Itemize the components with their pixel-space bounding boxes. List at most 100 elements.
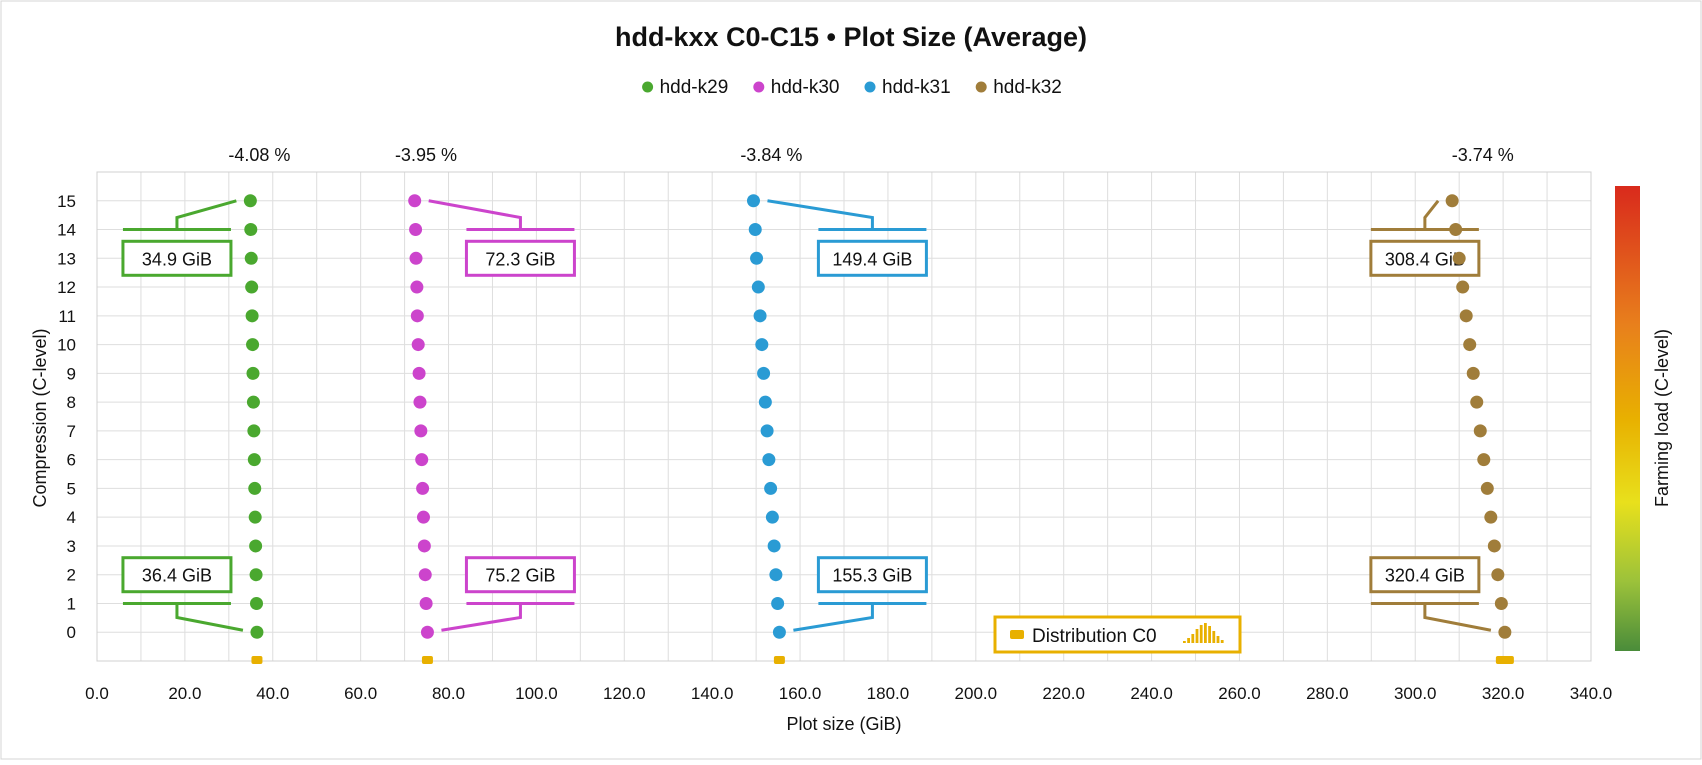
y-tick-label: 0 <box>67 623 76 642</box>
callout-connector <box>175 603 244 632</box>
x-tick-label: 320.0 <box>1482 684 1525 703</box>
histogram-bar <box>1208 626 1211 643</box>
callout-connector <box>1423 199 1440 230</box>
x-tick-label: 300.0 <box>1394 684 1437 703</box>
data-point <box>1480 481 1494 495</box>
percent-change-label: -3.84 % <box>740 145 802 165</box>
data-point <box>772 625 786 639</box>
x-tick-label: 160.0 <box>779 684 822 703</box>
data-point <box>1491 568 1505 582</box>
data-point <box>771 596 785 610</box>
data-point <box>414 424 428 438</box>
x-tick-label: 40.0 <box>256 684 289 703</box>
histogram-bar <box>1187 638 1190 643</box>
data-point <box>1498 625 1512 639</box>
x-tick-label: 280.0 <box>1306 684 1349 703</box>
data-point <box>416 481 430 495</box>
data-point <box>416 510 430 524</box>
data-point <box>244 223 258 237</box>
histogram-bar <box>1216 636 1220 643</box>
y-tick-label: 10 <box>57 336 76 355</box>
data-point <box>762 453 776 467</box>
legend-item-label: hdd-k29 <box>660 77 729 98</box>
data-point <box>244 251 258 265</box>
callout-label-bottom: 36.4 GiB <box>142 566 212 586</box>
callout-box <box>464 239 576 277</box>
callout-label-bottom: 320.4 GiB <box>1385 566 1465 586</box>
data-point <box>765 510 779 524</box>
histogram-bar <box>1220 640 1224 643</box>
y-tick-label: 8 <box>67 393 76 412</box>
y-tick-label: 5 <box>67 479 76 498</box>
data-point <box>245 309 259 323</box>
data-point <box>1459 309 1473 323</box>
data-point <box>246 338 260 352</box>
data-point <box>410 280 424 294</box>
data-point <box>247 424 261 438</box>
data-point <box>1466 366 1480 380</box>
data-point <box>769 568 783 582</box>
legend-marker <box>642 81 654 93</box>
distribution-marker <box>773 656 785 664</box>
percent-change-label: -3.74 % <box>1452 145 1514 165</box>
data-point <box>248 510 262 524</box>
data-point <box>767 539 781 553</box>
legend-item-label: hdd-k32 <box>993 77 1062 98</box>
x-tick-label: 20.0 <box>168 684 201 703</box>
data-point <box>412 366 426 380</box>
data-point <box>409 223 423 237</box>
legend-item-label: hdd-k30 <box>771 77 840 98</box>
data-point <box>1452 251 1466 265</box>
data-point <box>245 280 259 294</box>
data-point <box>757 366 771 380</box>
y-tick-label: 2 <box>67 566 76 585</box>
callout-label-top: 308.4 GiB <box>1385 249 1465 269</box>
x-tick-label: 0.0 <box>85 684 109 703</box>
histogram-bar <box>1191 634 1195 643</box>
data-point <box>1487 539 1501 553</box>
histogram-bar <box>1204 623 1207 643</box>
x-tick-label: 220.0 <box>1042 684 1085 703</box>
y-tick-label: 6 <box>67 451 76 470</box>
x-tick-label: 340.0 <box>1570 684 1613 703</box>
callout-box <box>816 556 928 594</box>
callout-box <box>121 239 233 277</box>
data-point <box>250 625 264 639</box>
y-tick-label: 7 <box>67 422 76 441</box>
x-tick-label: 120.0 <box>603 684 646 703</box>
data-point <box>419 596 433 610</box>
data-point <box>408 194 422 208</box>
data-point <box>248 481 262 495</box>
y-tick-label: 13 <box>57 249 76 268</box>
data-point <box>746 194 760 208</box>
callout-connector <box>767 199 874 230</box>
data-point <box>249 568 263 582</box>
callout-box <box>121 556 233 594</box>
callout-connector <box>175 199 237 230</box>
y-tick-label: 12 <box>57 278 76 297</box>
y-tick-label: 14 <box>57 221 76 240</box>
data-point <box>418 568 432 582</box>
data-point <box>1445 194 1459 208</box>
x-tick-label: 140.0 <box>691 684 734 703</box>
x-axis-label: Plot size (GiB) <box>786 714 901 734</box>
legend-marker <box>864 81 876 93</box>
y-tick-label: 9 <box>67 364 76 383</box>
callout-label-top: 34.9 GiB <box>142 249 212 269</box>
legend-item-label: hdd-k31 <box>882 77 951 98</box>
data-point <box>1449 223 1463 237</box>
chart-title: hdd-kxx C0-C15 • Plot Size (Average) <box>615 22 1087 52</box>
data-point <box>410 309 424 323</box>
x-tick-label: 240.0 <box>1130 684 1173 703</box>
distribution-legend-label: Distribution C0 <box>1032 626 1157 647</box>
distribution-legend-box <box>993 615 1242 654</box>
callout-connector <box>793 603 874 632</box>
y-tick-label: 3 <box>67 537 76 556</box>
data-point <box>1456 280 1470 294</box>
data-point <box>246 395 260 409</box>
callout-connector <box>428 199 522 230</box>
data-point <box>1473 424 1487 438</box>
